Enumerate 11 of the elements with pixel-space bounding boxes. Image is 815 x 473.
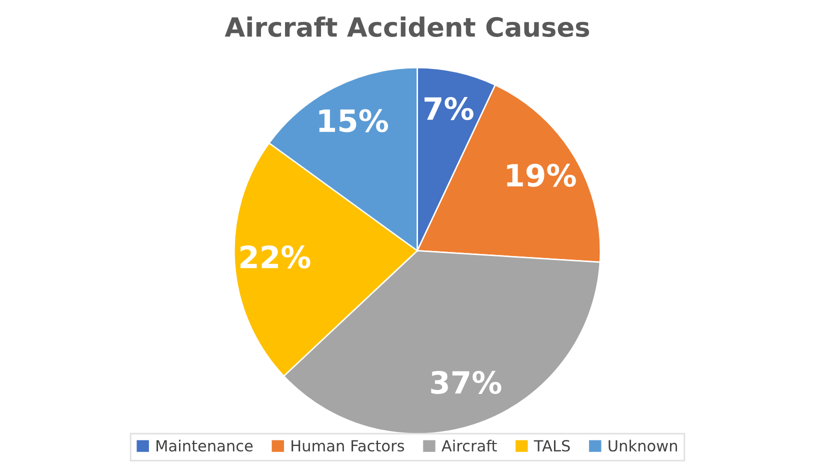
legend-label: Unknown (608, 440, 677, 452)
data-label: 22% (240, 245, 310, 269)
chart-title: Aircraft Accident Causes (224, 16, 590, 37)
data-label: 37% (431, 370, 502, 394)
data-label: 19% (507, 164, 576, 187)
legend-label: Human Factors (292, 440, 404, 452)
legend-label: Aircraft (442, 440, 497, 452)
legend-label: TALS (534, 440, 570, 452)
data-label: 15% (319, 109, 388, 132)
data-label: 7% (424, 97, 474, 120)
legend-label: Maintenance (156, 440, 253, 452)
